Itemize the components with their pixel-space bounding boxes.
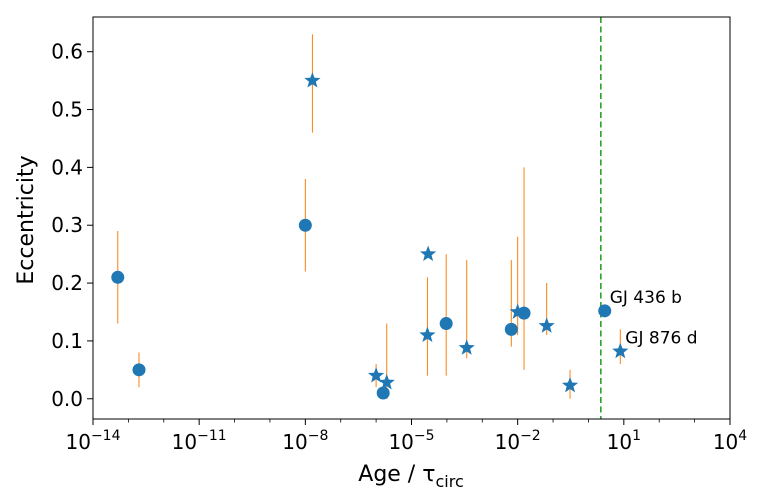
circle-data-point [111, 270, 125, 284]
planet-annotation: GJ 876 d [625, 328, 697, 348]
star-data-point [561, 376, 579, 393]
axis-layer: 10−14 10−11 10−8 10−5 10−2 101 104 0.0 0.1 0.2 0.3… [51, 40, 747, 454]
star-data-point [368, 367, 385, 383]
star-data-point [378, 374, 395, 390]
circle-data-point [132, 363, 146, 377]
star-data-point [538, 317, 555, 333]
x-tick-label: 10−8 [282, 428, 328, 454]
star-data-point [458, 339, 475, 355]
circle-data-point [504, 322, 518, 336]
x-tick-label: 10−2 [495, 428, 541, 454]
x-tick-label: 10−5 [388, 428, 434, 454]
star-data-point [419, 326, 436, 343]
circle-data-point [598, 304, 612, 318]
x-axis-label-subscript: circ [435, 472, 463, 491]
y-tick-label: 0.3 [51, 213, 83, 237]
y-tick-label: 0.5 [51, 98, 83, 122]
star-data-point [420, 245, 437, 262]
y-tick-label: 0.4 [51, 155, 83, 179]
x-tick-label: 101 [607, 428, 641, 454]
star-data-point [509, 303, 526, 319]
y-tick-label: 0.6 [51, 40, 83, 64]
y-tick-label: 0.0 [51, 387, 83, 411]
circle-data-point [298, 218, 312, 232]
circle-data-point [376, 386, 390, 400]
x-tick-label: 104 [713, 428, 747, 454]
star-data-point [304, 72, 321, 88]
y-axis-label: Eccentricity [14, 155, 39, 284]
plot-content: GJ 436 b GJ 876 d [111, 17, 698, 419]
circle-data-point [439, 317, 453, 331]
y-tick-label: 0.1 [51, 329, 83, 353]
y-tick-label: 0.2 [51, 271, 83, 295]
planet-annotation: GJ 436 b [610, 288, 682, 308]
x-tick-label: 10−14 [66, 428, 121, 454]
x-axis-label: Age / τcirc [358, 462, 463, 491]
x-tick-label: 10−11 [172, 428, 227, 454]
star-data-point [612, 342, 629, 359]
